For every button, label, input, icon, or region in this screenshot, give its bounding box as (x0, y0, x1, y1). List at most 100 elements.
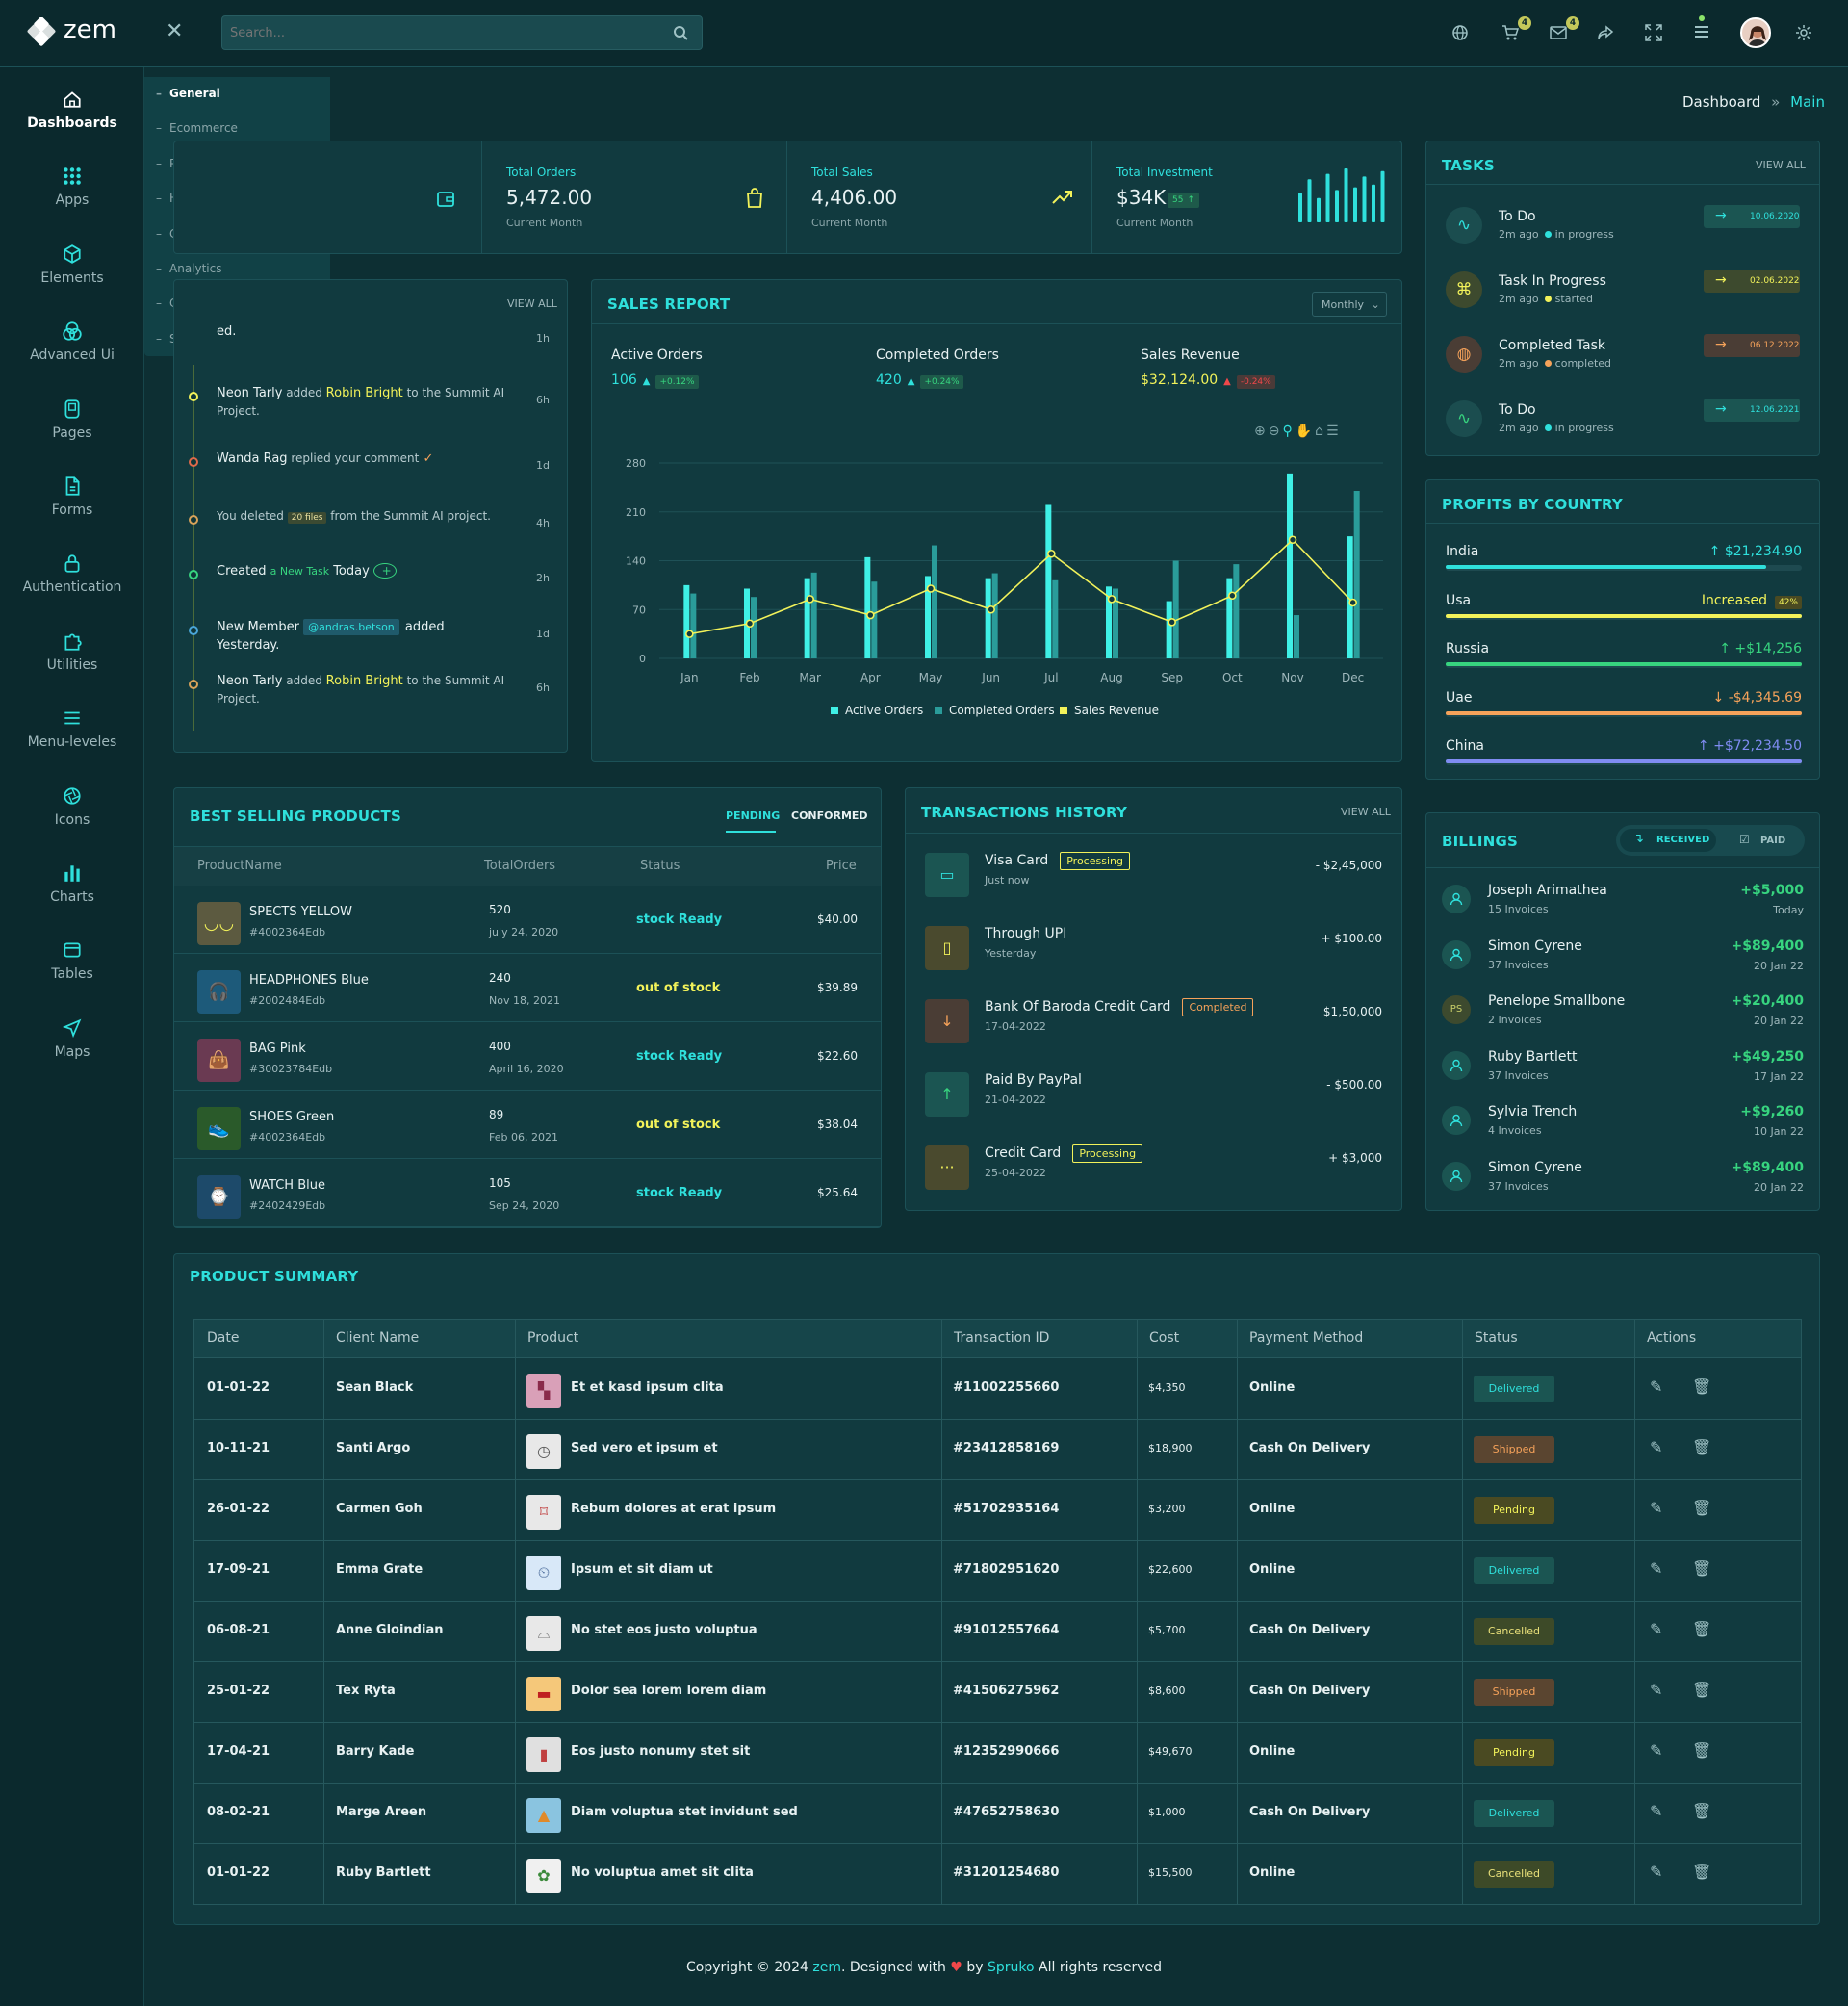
cart-icon[interactable] (1502, 24, 1519, 41)
reset-home-icon[interactable]: ⌂ (1315, 424, 1327, 439)
mail-icon[interactable] (1550, 24, 1567, 41)
cell-payment-method: Online (1249, 1865, 1296, 1880)
sidebar-item-advanced-ui[interactable]: Advanced Ui (0, 321, 144, 363)
sidebar-item-menu-leveles[interactable]: Menu-leveles (0, 707, 144, 750)
user-avatar[interactable] (1740, 17, 1771, 48)
arrow-right-icon: → (1715, 337, 1727, 352)
zoom-out-icon[interactable]: ⊖ (1268, 424, 1283, 439)
activity-text: ✓ (419, 451, 434, 466)
settings-icon[interactable] (1795, 24, 1812, 41)
col-price: Price (826, 859, 857, 873)
chart-menu-icon[interactable]: ☰ (1326, 424, 1342, 439)
tasks-view-all[interactable]: VIEW ALL (1756, 159, 1806, 171)
col-transaction-id: Transaction ID (954, 1330, 1050, 1346)
fullscreen-icon[interactable] (1645, 24, 1662, 41)
pan-icon[interactable]: ✋ (1295, 424, 1316, 439)
edit-icon[interactable]: ✎ (1650, 1681, 1663, 1699)
sidebar-item-icons[interactable]: Icons (0, 785, 144, 828)
transaction-item[interactable]: ··· Credit Card Processing 25-04-2022 + $3,0… (906, 1142, 1401, 1199)
sidebar-item-pages[interactable]: Pages (0, 399, 144, 441)
sidebar-item-label: Advanced Ui (30, 347, 115, 364)
share-icon[interactable] (1597, 24, 1614, 41)
tab-received[interactable]: ↴ RECEIVED (1620, 829, 1716, 852)
billing-item[interactable]: Simon Cyrene 37 Invoices +$89,400 20 Jan 22 (1426, 1156, 1819, 1204)
sidebar-item-charts[interactable]: Charts (0, 862, 144, 905)
edit-icon[interactable]: ✎ (1650, 1559, 1663, 1578)
trash-icon[interactable]: 🗑 (1692, 1741, 1712, 1760)
trash-icon[interactable]: 🗑 (1692, 1377, 1712, 1396)
task-item[interactable]: ∿ To Do 2m ago in progress → 10.06.2020 (1426, 199, 1819, 257)
tab-paid[interactable]: PAID (1760, 836, 1786, 846)
cell-transaction-id: #31201254680 (953, 1865, 1060, 1880)
sidebar-item-authentication[interactable]: Authentication (0, 553, 144, 595)
submenu-item-ecommerce[interactable]: – Ecommerce (156, 121, 238, 135)
globe-icon[interactable] (1451, 24, 1469, 41)
stat-badge: 55 ↑ (1168, 193, 1199, 208)
timeline-dot (189, 457, 198, 467)
sidebar-item-tables[interactable]: Tables (0, 939, 144, 982)
sidebar-item-apps[interactable]: Apps (0, 166, 144, 208)
transaction-amount: + $100.00 (1321, 932, 1383, 945)
sidebar-item-utilities[interactable]: Utilities (0, 630, 144, 673)
billing-item[interactable]: Sylvia Trench 4 Invoices +$9,260 10 Jan 22 (1426, 1100, 1819, 1148)
edit-icon[interactable]: ✎ (1650, 1802, 1663, 1820)
trash-icon[interactable]: 🗑 (1692, 1559, 1712, 1578)
sidebar-item-elements[interactable]: Elements (0, 244, 144, 286)
search-input[interactable] (230, 23, 654, 42)
transaction-item[interactable]: ↑ Paid By PayPal 21-04-2022 - $500.00 (906, 1068, 1401, 1126)
sidebar-item-forms[interactable]: Forms (0, 476, 144, 518)
period-select[interactable]: Monthly ⌄ (1312, 292, 1387, 317)
task-item[interactable]: ∿ To Do 2m ago in progress → 12.06.2021 (1426, 393, 1819, 450)
product-price: $38.04 (817, 1118, 858, 1131)
brand-logo[interactable] (27, 16, 56, 50)
trash-icon[interactable]: 🗑 (1692, 1438, 1712, 1456)
trash-icon[interactable]: 🗑 (1692, 1681, 1712, 1699)
billing-item[interactable]: Joseph Arimathea 15 Invoices +$5,000 Today (1426, 879, 1819, 927)
billing-item[interactable]: PS Penelope Smallbone 2 Invoices +$20,400 20… (1426, 990, 1819, 1038)
edit-icon[interactable]: ✎ (1650, 1863, 1663, 1881)
close-icon[interactable]: ✕ (166, 19, 184, 43)
sidebar-item-dashboards[interactable]: Dashboards (0, 89, 144, 131)
zoom-in-icon[interactable]: ⊕ (1254, 424, 1269, 439)
transaction-item[interactable]: ▯ Through UPI Yesterday + $100.00 (906, 922, 1401, 980)
trash-icon[interactable]: 🗑 (1692, 1863, 1712, 1881)
transaction-item[interactable]: ▭ Visa Card Processing Just now - $2,45,000 (906, 849, 1401, 907)
trash-icon[interactable]: 🗑 (1692, 1620, 1712, 1638)
billings-tabs: ↴ RECEIVED ☑ PAID (1616, 825, 1805, 856)
col-payment-method: Payment Method (1249, 1330, 1364, 1346)
kpi-change: -0.24% (1236, 375, 1275, 389)
footer-brand[interactable]: zem (812, 1960, 842, 1975)
notification-menu-icon[interactable] (1693, 14, 1710, 41)
product-name: BAG Pink (249, 1042, 306, 1056)
activity-view-all[interactable]: VIEW ALL (507, 297, 557, 310)
edit-icon[interactable]: ✎ (1650, 1438, 1663, 1456)
footer-company[interactable]: Spruko (988, 1960, 1035, 1975)
edit-icon[interactable]: ✎ (1650, 1620, 1663, 1638)
billing-item[interactable]: Simon Cyrene 37 Invoices +$89,400 20 Jan 22 (1426, 935, 1819, 983)
sidebar-item-maps[interactable]: Maps (0, 1017, 144, 1060)
col-divider (1137, 1320, 1138, 1904)
wallet-icon (437, 192, 454, 207)
status-dot (1544, 424, 1552, 431)
tab-conformed[interactable]: CONFORMED (791, 810, 868, 822)
task-item[interactable]: ◍ Completed Task 2m ago completed → 06.12.202… (1426, 328, 1819, 386)
tab-pending[interactable]: PENDING (726, 810, 781, 822)
submenu-item-analytics[interactable]: – Analytics (156, 262, 222, 275)
task-item[interactable]: ⌘ Task In Progress 2m ago started → 02.06.202… (1426, 264, 1819, 321)
trash-icon[interactable]: 🗑 (1692, 1499, 1712, 1517)
billing-item[interactable]: Ruby Bartlett 37 Invoices +$49,250 17 Jan 2… (1426, 1045, 1819, 1093)
transactions-view-all[interactable]: VIEW ALL (1341, 806, 1391, 818)
home-icon (64, 91, 81, 108)
edit-icon[interactable]: ✎ (1650, 1377, 1663, 1396)
zoom-select-icon[interactable]: ⚲ (1282, 424, 1296, 439)
trash-icon[interactable]: 🗑 (1692, 1802, 1712, 1820)
search-icon[interactable] (673, 25, 688, 40)
edit-icon[interactable]: ✎ (1650, 1499, 1663, 1517)
activity-text: from the Summit AI project. (326, 509, 491, 523)
submenu-item-general[interactable]: – General (156, 87, 220, 100)
breadcrumb-home[interactable]: Dashboard (1682, 93, 1761, 111)
product-date: Feb 06, 2021 (489, 1131, 558, 1144)
edit-icon[interactable]: ✎ (1650, 1741, 1663, 1760)
transaction-item[interactable]: ↓ Bank Of Baroda Credit Card Completed 17-0… (906, 995, 1401, 1053)
investment-bar (1353, 187, 1357, 222)
